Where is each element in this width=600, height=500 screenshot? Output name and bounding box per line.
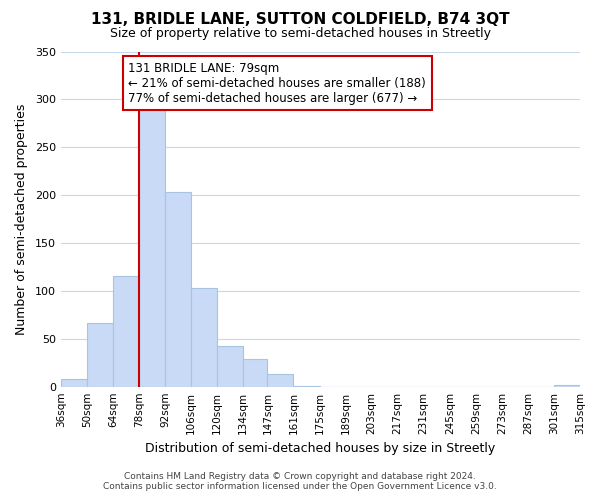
X-axis label: Distribution of semi-detached houses by size in Streetly: Distribution of semi-detached houses by … [145,442,496,455]
Text: 131 BRIDLE LANE: 79sqm
← 21% of semi-detached houses are smaller (188)
77% of se: 131 BRIDLE LANE: 79sqm ← 21% of semi-det… [128,62,426,104]
Bar [217,346,243,387]
Bar [113,276,139,386]
Text: 131, BRIDLE LANE, SUTTON COLDFIELD, B74 3QT: 131, BRIDLE LANE, SUTTON COLDFIELD, B74 … [91,12,509,28]
Bar [243,359,268,386]
Text: Contains HM Land Registry data © Crown copyright and database right 2024.: Contains HM Land Registry data © Crown c… [124,472,476,481]
Bar [61,379,87,386]
Bar [268,374,293,386]
Text: Size of property relative to semi-detached houses in Streetly: Size of property relative to semi-detach… [110,28,491,40]
Bar [139,108,165,386]
Y-axis label: Number of semi-detached properties: Number of semi-detached properties [15,104,28,335]
Bar [554,385,580,386]
Bar [165,192,191,386]
Bar [87,324,113,386]
Bar [191,288,217,386]
Text: Contains public sector information licensed under the Open Government Licence v3: Contains public sector information licen… [103,482,497,491]
